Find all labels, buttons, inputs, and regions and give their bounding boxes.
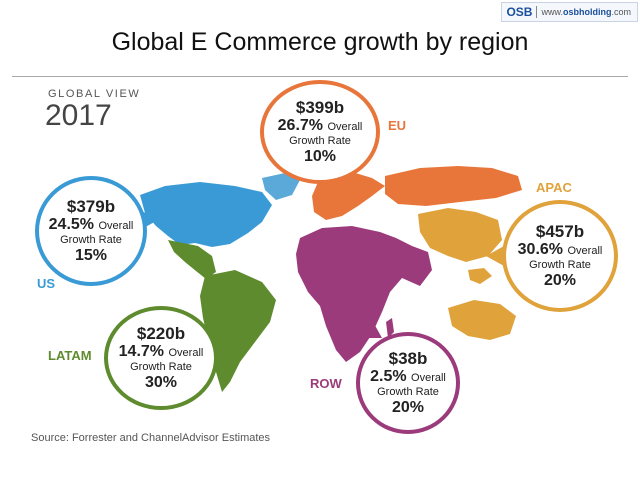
- latam-growth: 14.7% Overall: [118, 343, 204, 361]
- apac-amount: $457b: [535, 222, 585, 242]
- row-label: ROW: [310, 376, 342, 391]
- apac-label: APAC: [536, 180, 572, 195]
- row-share: 20%: [391, 398, 425, 416]
- map-madagascar: [386, 318, 394, 338]
- latam-bubble: $220b 14.7% Overall Growth Rate 30%: [104, 306, 218, 410]
- us-bubble: $379b 24.5% Overall Growth Rate 15%: [35, 176, 147, 286]
- us-amount: $379b: [66, 197, 116, 217]
- map-region-latam: [200, 270, 276, 392]
- osb-logo: OSB www.osbholding.com: [501, 2, 638, 22]
- us-growth-rate-label: Growth Rate: [60, 234, 122, 247]
- eu-share: 10%: [303, 147, 337, 165]
- apac-bubble: $457b 30.6% Overall Growth Rate 20%: [502, 200, 618, 312]
- eu-bubble: $399b 26.7% Overall Growth Rate 10%: [260, 80, 380, 184]
- map-region-central-america: [168, 240, 216, 279]
- global-view-label: GLOBAL VIEW: [48, 88, 141, 100]
- us-share: 15%: [74, 246, 108, 264]
- map-region-north-asia: [385, 166, 522, 206]
- eu-label: EU: [388, 118, 407, 133]
- logo-url: www.osbholding.com: [541, 7, 631, 17]
- page-title: Global E Commerce growth by region: [111, 28, 529, 56]
- latam-share: 30%: [144, 373, 178, 391]
- eu-growth-rate-label: Growth Rate: [289, 135, 351, 148]
- latam-bubble-pointer: [214, 334, 232, 354]
- us-label: US: [37, 276, 56, 291]
- row-growth: 2.5% Overall: [370, 368, 446, 386]
- apac-growth: 30.6% Overall: [517, 241, 603, 259]
- eu-amount: $399b: [295, 98, 345, 118]
- title-divider: [12, 76, 628, 77]
- latam-label: LATAM: [48, 348, 92, 363]
- row-bubble: $38b 2.5% Overall Growth Rate 20%: [356, 332, 460, 434]
- map-region-apac-australia: [448, 300, 516, 340]
- map-region-apac-east-asia: [418, 208, 502, 262]
- row-growth-rate-label: Growth Rate: [377, 386, 439, 399]
- us-growth: 24.5% Overall: [48, 216, 134, 234]
- map-region-us: [140, 182, 272, 247]
- logo-brand: OSB: [506, 5, 533, 19]
- latam-amount: $220b: [136, 324, 186, 344]
- logo-separator: [536, 6, 538, 18]
- eu-growth: 26.7% Overall: [277, 117, 363, 135]
- map-region-row: [296, 226, 432, 362]
- latam-growth-rate-label: Growth Rate: [130, 361, 192, 374]
- source-note: Source: Forrester and ChannelAdvisor Est…: [31, 432, 271, 444]
- row-bubble-pointer: [362, 320, 382, 338]
- row-amount: $38b: [388, 349, 428, 369]
- apac-bubble-pointer: [486, 246, 504, 266]
- map-region-apac-sea: [468, 268, 492, 284]
- apac-share: 20%: [543, 271, 577, 289]
- map-greenland: [262, 173, 300, 200]
- apac-growth-rate-label: Growth Rate: [529, 259, 591, 272]
- global-view-year: 2017: [45, 99, 112, 132]
